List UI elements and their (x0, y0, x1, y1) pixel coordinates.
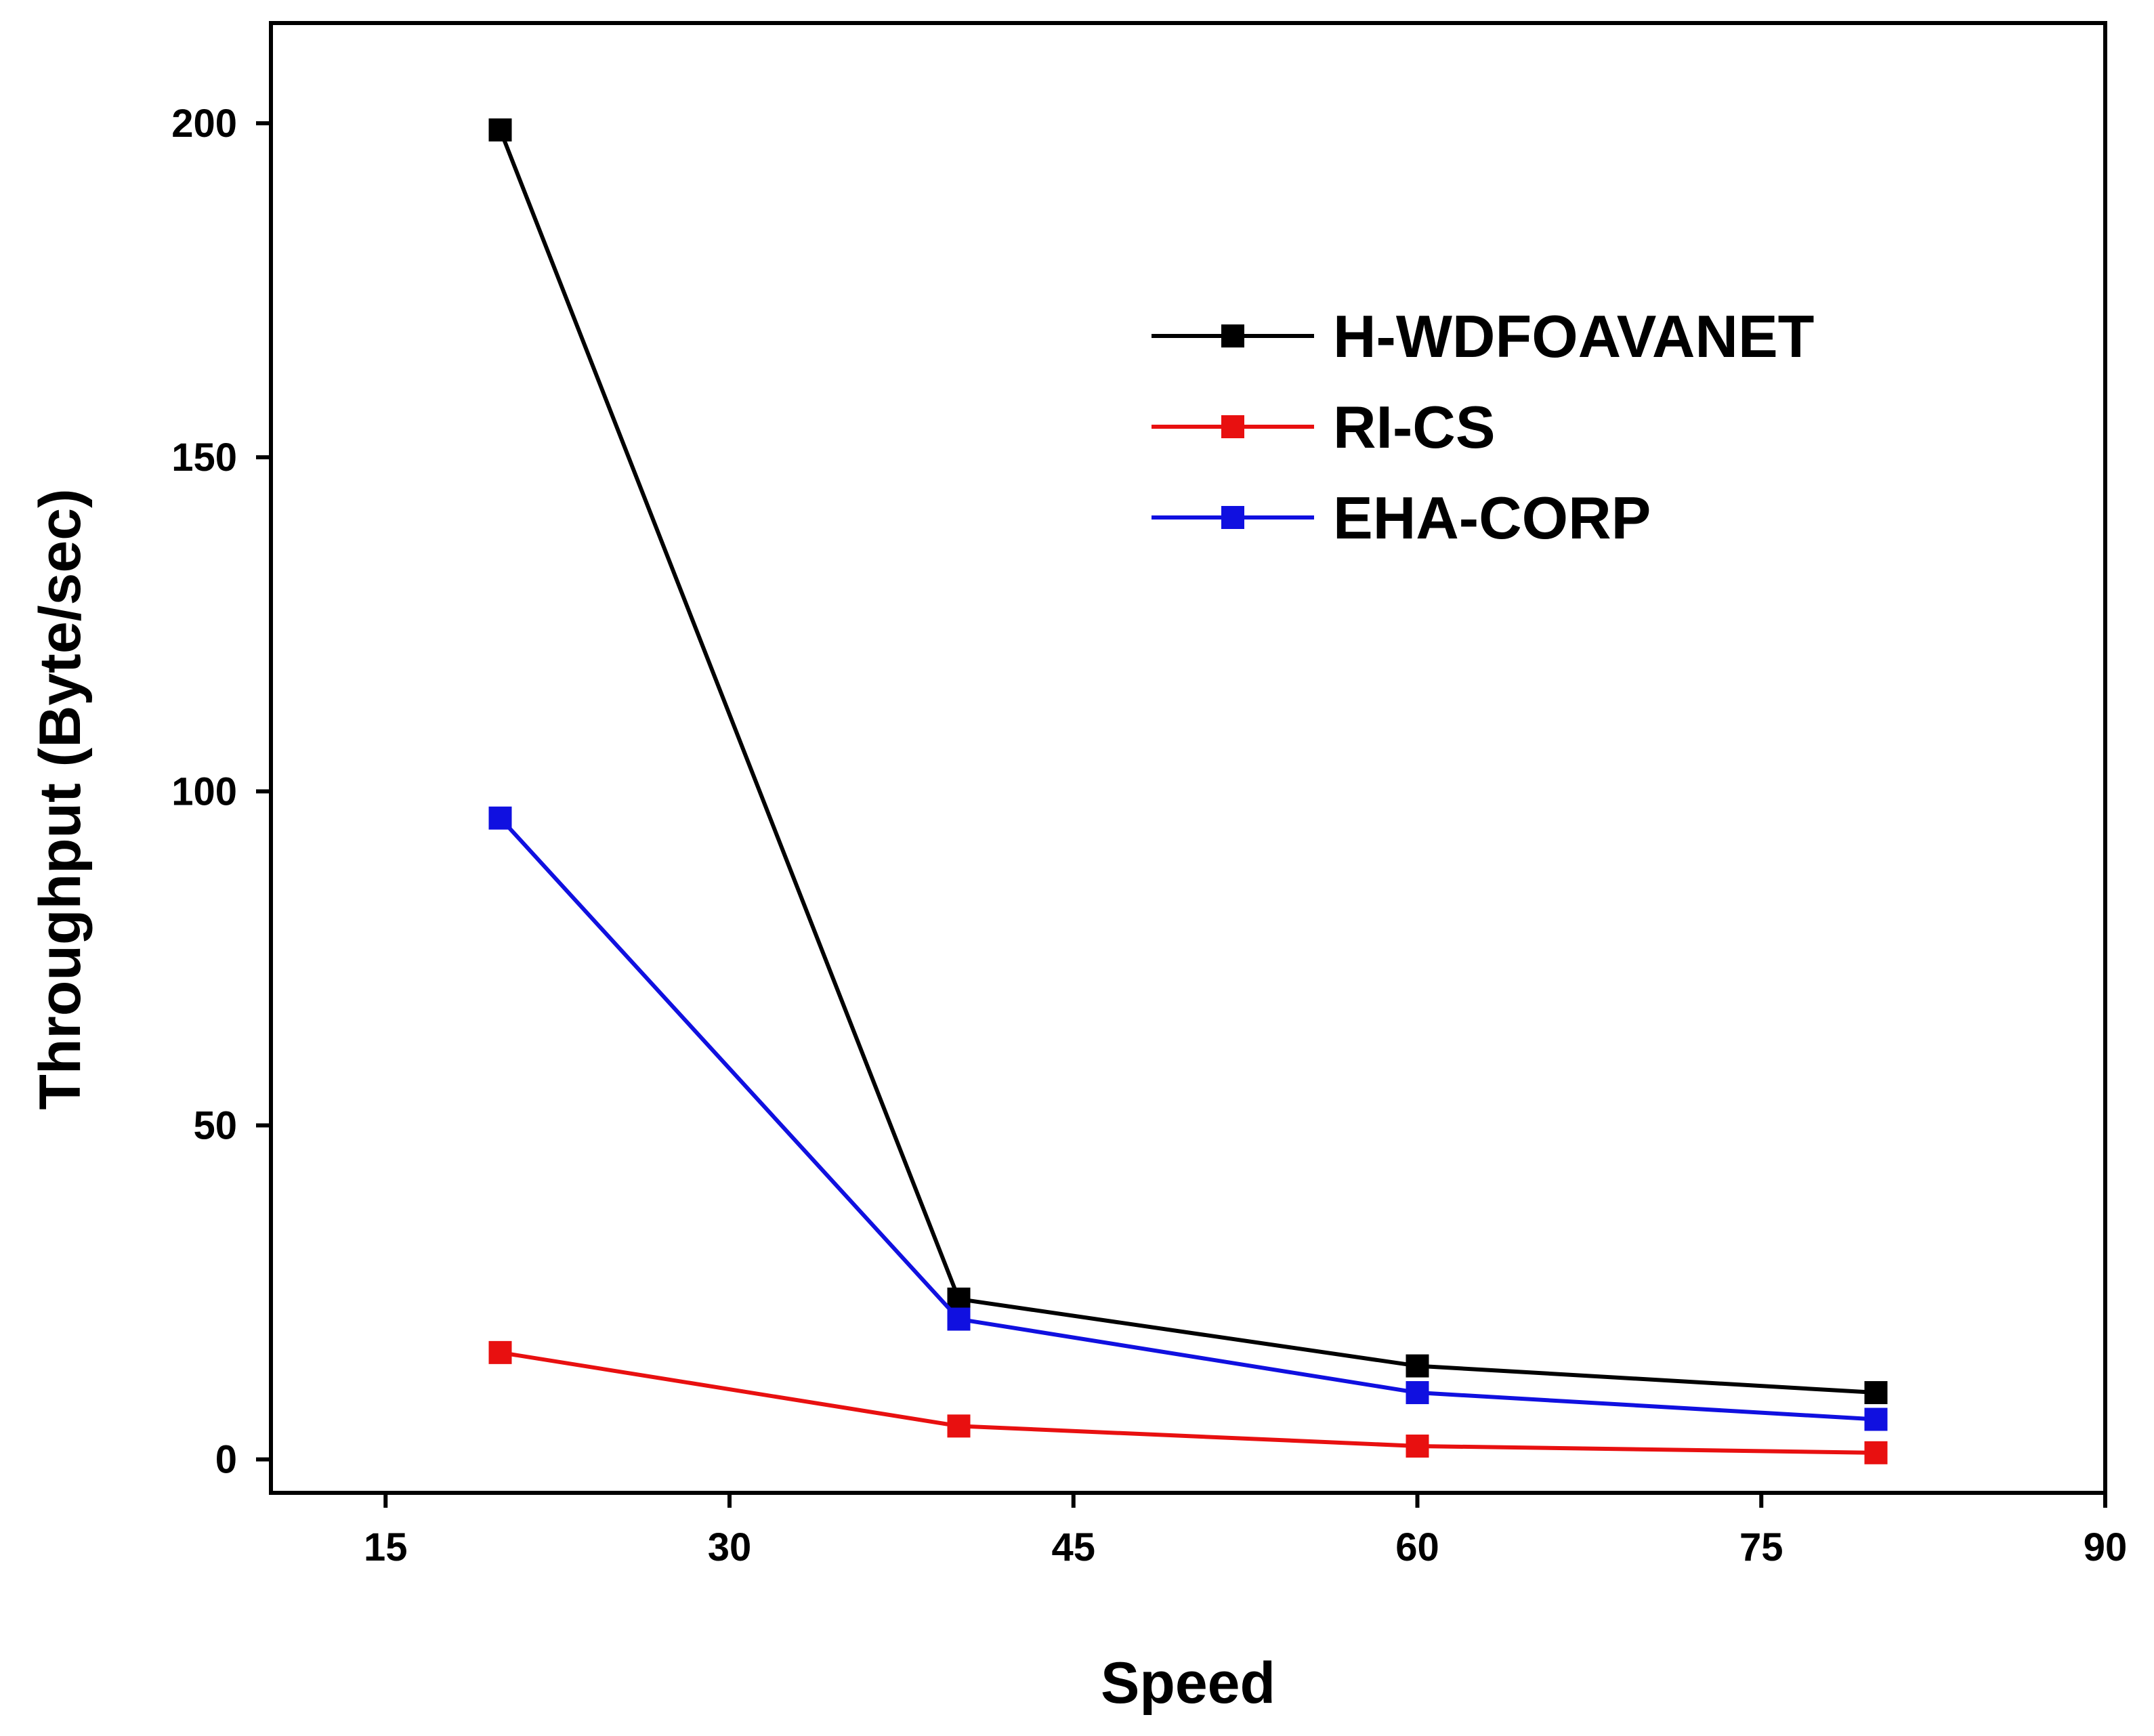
data-point-ri-cs (488, 1340, 512, 1364)
data-point-eha-corp (947, 1307, 971, 1331)
series-layer (488, 118, 1888, 1464)
legend-marker (1221, 415, 1244, 438)
series-line-eha-corp (499, 816, 1876, 1422)
y-axis: 0 50 100 150 200 (171, 102, 271, 1482)
legend-marker (1221, 506, 1244, 529)
series-line-ri-cs (500, 1350, 1876, 1455)
y-tick-label: 150 (171, 436, 237, 480)
legend-item-eha-corp: EHA-CORP (1152, 484, 1651, 551)
legend: H-WDFOAVANET RI-CS EHA-CORP (1152, 303, 1814, 551)
data-point-ri-cs (1864, 1441, 1888, 1464)
data-point-ri-cs (1406, 1434, 1429, 1458)
legend-item-h-wdfoavanet: H-WDFOAVANET (1152, 303, 1814, 370)
series-h-wdfoavanet (488, 118, 1888, 1405)
x-tick-label: 90 (2084, 1525, 2128, 1569)
series-line-h-wdfoavanet (498, 129, 1876, 1395)
x-axis: 15 30 45 60 75 90 (364, 1493, 2127, 1569)
x-tick-label: 30 (708, 1525, 752, 1569)
y-axis-title: Throughput (Byte/sec) (28, 488, 93, 1109)
plot-frame (269, 21, 2107, 1495)
legend-label: H-WDFOAVANET (1333, 303, 1814, 370)
data-point-h-wdfoavanet (1864, 1381, 1888, 1405)
y-tick-label: 200 (171, 102, 237, 146)
series-eha-corp (488, 806, 1888, 1431)
y-tick-label: 0 (215, 1438, 237, 1482)
data-point-eha-corp (1406, 1381, 1429, 1405)
data-point-h-wdfoavanet (1406, 1354, 1429, 1378)
data-point-eha-corp (488, 806, 512, 830)
data-point-eha-corp (1864, 1407, 1888, 1431)
x-tick-label: 60 (1395, 1525, 1439, 1569)
x-axis-title: Speed (1101, 1651, 1275, 1716)
x-tick-label: 15 (364, 1525, 408, 1569)
legend-item-ri-cs: RI-CS (1152, 394, 1496, 461)
y-tick-label: 100 (171, 769, 237, 813)
x-tick-label: 45 (1051, 1525, 1095, 1569)
legend-marker (1221, 324, 1244, 347)
series-ri-cs (488, 1340, 1888, 1464)
x-tick-label: 75 (1739, 1525, 1783, 1569)
data-point-h-wdfoavanet (947, 1287, 971, 1311)
y-tick-label: 50 (193, 1104, 237, 1148)
data-point-ri-cs (947, 1414, 971, 1438)
legend-label: EHA-CORP (1333, 484, 1651, 551)
legend-label: RI-CS (1333, 394, 1496, 461)
data-point-h-wdfoavanet (488, 118, 512, 142)
